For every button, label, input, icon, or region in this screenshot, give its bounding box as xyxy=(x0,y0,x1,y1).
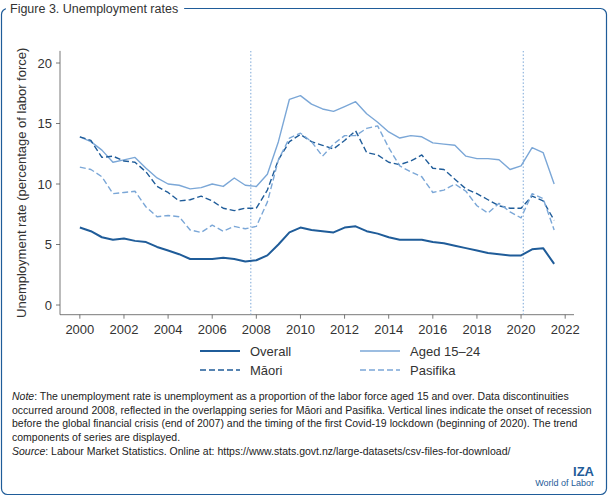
frame xyxy=(2,9,607,495)
x-tick-label: 2008 xyxy=(242,322,271,337)
legend-label: Māori xyxy=(250,363,283,378)
legend-label: Pasifika xyxy=(410,363,456,378)
x-tick xyxy=(256,315,257,319)
logo-text: IZA xyxy=(535,465,594,478)
y-tick xyxy=(56,244,60,245)
y-tick-label: 0 xyxy=(45,298,52,313)
x-tick xyxy=(344,315,345,319)
y-tick-label: 5 xyxy=(45,237,52,252)
reference-line xyxy=(250,51,251,315)
x-tick xyxy=(521,315,522,319)
logo-text: World of Labor xyxy=(535,478,594,488)
x-tick xyxy=(388,315,389,319)
title-bg xyxy=(6,1,184,17)
y-tick xyxy=(56,184,60,185)
x-tick-label: 2018 xyxy=(462,322,491,337)
reference-line xyxy=(523,51,524,315)
y-axis xyxy=(60,51,61,315)
x-tick-label: 2010 xyxy=(286,322,315,337)
logo: IZAWorld of Labor xyxy=(535,465,594,488)
x-tick-label: 2020 xyxy=(507,322,536,337)
x-tick xyxy=(565,315,566,319)
title: Figure 3. Unemployment rates xyxy=(10,2,178,16)
x-tick xyxy=(79,315,80,319)
x-tick-label: 2006 xyxy=(198,322,227,337)
source: Source: Labour Market Statistics. Online… xyxy=(12,445,596,459)
x-tick xyxy=(300,315,301,319)
legend-swatch xyxy=(200,350,240,352)
legend-swatch xyxy=(200,369,240,370)
y-tick xyxy=(56,305,60,306)
x-tick-label: 2022 xyxy=(551,322,580,337)
y-tick xyxy=(56,63,60,64)
x-tick-label: 2014 xyxy=(374,322,403,337)
y-tick-label: 10 xyxy=(38,177,52,192)
x-tick-label: 2012 xyxy=(330,322,359,337)
legend-label: Overall xyxy=(250,344,291,359)
x-tick xyxy=(212,315,213,319)
series-line xyxy=(80,96,554,189)
y-tick xyxy=(56,123,60,124)
legend-label: Aged 15–24 xyxy=(410,344,480,359)
x-tick xyxy=(476,315,477,319)
x-tick xyxy=(168,315,169,319)
series-line xyxy=(80,126,554,232)
series-line xyxy=(80,226,554,264)
plot-area xyxy=(80,51,554,315)
x-tick xyxy=(123,315,124,319)
series-line xyxy=(80,131,554,221)
x-tick-label: 2000 xyxy=(65,322,94,337)
x-tick-label: 2002 xyxy=(110,322,139,337)
y-tick-label: 20 xyxy=(38,56,52,71)
y-tick-label: 15 xyxy=(38,116,52,131)
x-axis xyxy=(60,314,574,315)
x-tick xyxy=(432,315,433,319)
legend-swatch xyxy=(360,350,400,351)
x-tick-label: 2016 xyxy=(418,322,447,337)
x-tick-label: 2004 xyxy=(154,322,183,337)
y-axis-label: Unemployment rate (percentage of labor f… xyxy=(14,48,29,318)
note: Note: The unemployment rate is unemploym… xyxy=(12,390,596,444)
legend-swatch xyxy=(360,369,400,370)
